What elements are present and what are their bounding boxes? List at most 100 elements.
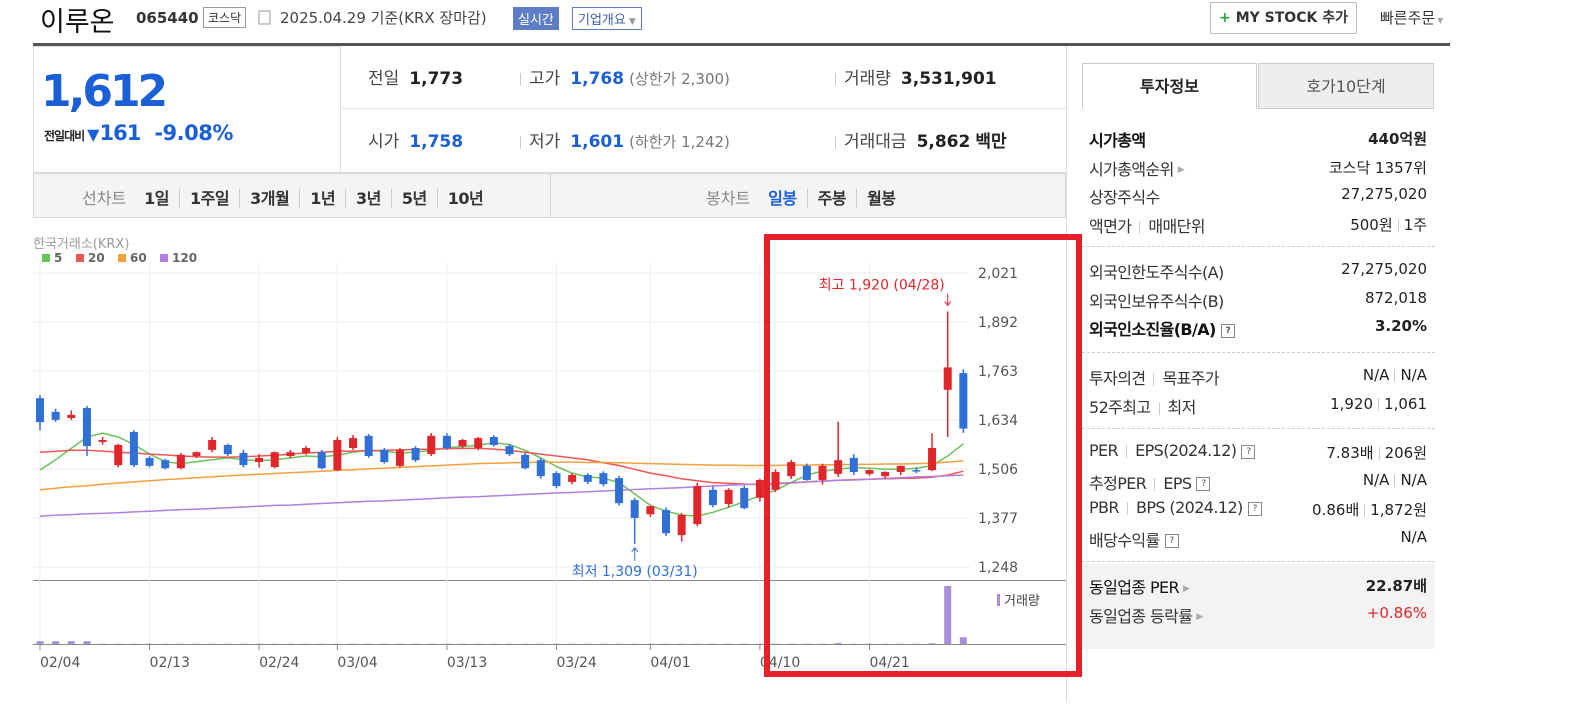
summary-value: 5,862 <box>916 132 971 152</box>
quick-order[interactable]: 빠른주문 ▼ <box>1380 7 1443 28</box>
side-label: 추정PER EPS? <box>1089 470 1211 494</box>
down-triangle: ▼ <box>87 125 100 144</box>
side-value: 500원 1주 <box>1350 214 1427 235</box>
candle-body <box>442 435 451 449</box>
side-label: 외국인한도주식수(A) <box>1089 259 1224 283</box>
candle-body <box>583 475 592 482</box>
side-label-text: EPS(2024.12) <box>1135 441 1237 460</box>
candle-body <box>693 486 702 525</box>
candle-body <box>740 487 749 509</box>
side-label: 외국인소진율(B/A)? <box>1089 316 1235 340</box>
volume-bar <box>944 585 952 644</box>
help-icon[interactable]: ? <box>1220 323 1235 338</box>
candle-body <box>568 475 577 482</box>
side-value-text: 1,061 <box>1384 394 1427 413</box>
side-value-text: 코스닥 1357위 <box>1328 158 1427 177</box>
period-tab[interactable]: 3년 <box>345 189 381 208</box>
side-value-text: 500원 <box>1350 215 1393 234</box>
side-value-text: 27,275,020 <box>1341 185 1427 203</box>
side-value-text: 206원 <box>1384 444 1427 462</box>
side-label-text: BPS (2024.12) <box>1135 498 1243 517</box>
help-icon[interactable]: ? <box>1247 501 1262 516</box>
y-tick-label: 1,892 <box>978 315 1018 331</box>
legend-swatch <box>118 254 126 262</box>
help-icon[interactable]: ? <box>1241 444 1256 459</box>
link-arrow: ▶ <box>1183 583 1190 594</box>
candle-body <box>834 460 843 474</box>
period-tab[interactable]: 1년 <box>299 189 336 208</box>
section-rule <box>1082 352 1435 353</box>
side-value: N/A N/A <box>1363 471 1427 489</box>
side-label: PER EPS(2024.12)? <box>1089 441 1256 460</box>
summary-label: 거래량 <box>844 69 891 89</box>
highlight-box <box>764 234 1082 677</box>
summary-unit: 백만 <box>975 132 1007 152</box>
side-value-text: N/A <box>1400 527 1427 546</box>
change-label: 전일대비 <box>44 129 85 143</box>
candle-body <box>521 454 530 469</box>
low-annotation: 최저 1,309 (03/31) <box>572 564 698 580</box>
summary-cell: 저가 1,601 (하한가 1,242) <box>520 127 730 152</box>
x-tick-label: 02/13 <box>150 655 190 671</box>
candle-body <box>552 473 561 487</box>
period-bar <box>33 173 1066 218</box>
legend-swatch <box>42 254 50 262</box>
current-price: 1,612 <box>41 66 168 117</box>
summary-label: 시가 <box>368 132 400 152</box>
volume-bar <box>36 641 44 644</box>
summary-cell: 전일 1,773 <box>368 64 463 89</box>
summary-value: 3,531,901 <box>900 69 997 89</box>
candle-body <box>489 436 498 445</box>
side-label-text: EPS <box>1163 473 1192 493</box>
change-pct: -9.08% <box>154 121 233 145</box>
x-tick-label: 04/01 <box>650 655 690 671</box>
period-tab[interactable]: 1일 <box>144 189 170 208</box>
side-tab[interactable]: 투자정보 <box>1082 63 1257 109</box>
mystock-button[interactable]: + MY STOCK 추가 <box>1210 2 1357 34</box>
candle-body <box>755 479 764 498</box>
volume-legend-swatch <box>997 594 1000 606</box>
candle-body <box>161 460 170 469</box>
legend-label: 5 <box>54 251 62 265</box>
side-label-text: 52주최고 <box>1089 397 1151 417</box>
period-tab[interactable]: 10년 <box>436 189 484 208</box>
side-value-text: 1주 <box>1403 215 1427 234</box>
side-value: N/A <box>1400 528 1427 546</box>
section-rule <box>1082 246 1435 247</box>
side-value-text: 3.20% <box>1374 317 1427 335</box>
candle-body <box>849 457 858 472</box>
candle-body <box>959 373 968 429</box>
side-value-text: N/A <box>1400 366 1427 384</box>
side-value: 코스닥 1357위 <box>1329 157 1427 178</box>
period-tab[interactable]: 1주일 <box>179 189 230 208</box>
side-tab[interactable]: 호가10단계 <box>1258 63 1434 109</box>
side-value: 1,920 1,061 <box>1330 395 1427 413</box>
period-tab[interactable]: 5년 <box>390 189 427 208</box>
side-value-text: 22.87배 <box>1365 577 1427 595</box>
candle-body <box>223 444 232 455</box>
legend-swatch <box>76 254 84 262</box>
help-icon[interactable]: ? <box>1164 534 1179 548</box>
side-label-text: 투자의견 <box>1089 369 1146 388</box>
company-button[interactable]: 기업개요 ▼ <box>572 7 642 30</box>
candle-tab[interactable]: 일봉 <box>768 189 797 208</box>
side-label-text: 외국인한도주식수(A) <box>1089 263 1224 282</box>
candle-tab[interactable]: 월봉 <box>856 189 896 208</box>
candle-tab[interactable]: 주봉 <box>806 189 847 208</box>
period-tab[interactable]: 3개월 <box>239 189 290 208</box>
candle-body <box>129 432 138 466</box>
candle-body <box>333 440 342 471</box>
company-label: 기업개요 <box>578 13 626 28</box>
summary-label: 고가 <box>529 69 561 89</box>
label-separator <box>1139 220 1141 234</box>
realtime-button[interactable]: 실시간 <box>513 7 559 30</box>
help-icon[interactable]: ? <box>1196 477 1211 491</box>
volume-bar <box>928 643 936 644</box>
y-tick-label: 1,763 <box>978 364 1018 380</box>
side-label: 투자의견 목표주가 <box>1089 365 1220 389</box>
candle-body <box>724 489 733 504</box>
price-change: 전일대비 ▼161 -9.08% <box>44 121 233 145</box>
side-label-text: 시가총액순위 <box>1089 159 1174 179</box>
candle-body <box>317 452 326 469</box>
plus-icon: + <box>1219 10 1231 26</box>
